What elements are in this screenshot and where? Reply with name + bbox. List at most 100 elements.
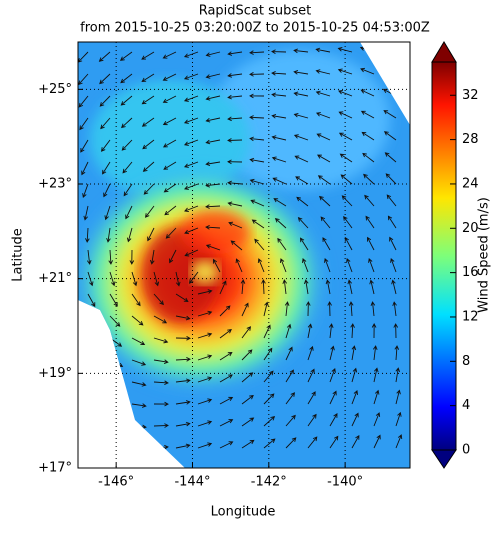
wind-arrow [108, 249, 114, 265]
wind-arrow [141, 51, 155, 60]
wind-arrow [205, 117, 221, 123]
wind-arrow [249, 93, 265, 99]
chart-subtitle: from 2015-10-25 03:20:00Z to 2015-10-25 … [80, 21, 430, 36]
wind-arrow [153, 337, 169, 344]
wind-arrow [263, 301, 269, 317]
wind-arrow [370, 301, 376, 317]
wind-arrow [365, 215, 375, 229]
wind-arrow [99, 95, 111, 107]
wind-arrow [240, 279, 246, 295]
wind-arrow [145, 205, 155, 218]
wind-arrow [162, 139, 177, 148]
wind-arrow [142, 161, 155, 172]
wind-arrow [227, 51, 243, 56]
wind-arrow [162, 95, 177, 103]
wind-arrow [383, 110, 397, 119]
wind-arrow [183, 117, 199, 124]
wind-arrow [120, 73, 133, 84]
wind-arrow [271, 113, 287, 119]
wind-arrow [360, 89, 375, 97]
wind-arrow [102, 161, 111, 175]
wind-arrow [295, 176, 309, 185]
wind-arrow [315, 112, 331, 119]
colorbar-extend [431, 41, 457, 63]
wind-arrow [363, 173, 375, 185]
wind-arrow [373, 434, 381, 449]
wind-arrow [143, 183, 155, 195]
wind-arrow [293, 48, 309, 54]
wind-arrow [341, 195, 353, 207]
y-tick-label: +21° [38, 271, 72, 286]
wind-arrow [302, 258, 309, 273]
wind-arrow [386, 194, 397, 207]
wind-arrow [385, 173, 397, 185]
wind-arrow [197, 354, 213, 361]
wind-arrow [307, 345, 314, 361]
wind-arrow [249, 50, 265, 55]
wind-arrow [389, 236, 397, 251]
wind-arrow [109, 293, 118, 307]
wind-arrow [99, 73, 111, 85]
wind-arrow [338, 111, 353, 119]
wind-arrow [183, 161, 199, 168]
x-tick-label: -146° [98, 475, 134, 490]
wind-arrow [149, 249, 155, 265]
wind-arrow [141, 117, 155, 127]
wind-arrow [175, 443, 191, 449]
wind-arrow [305, 301, 311, 317]
wind-arrow [123, 183, 133, 197]
wind-arrow [175, 400, 191, 405]
wind-arrow [109, 271, 116, 287]
wind-arrow [329, 435, 339, 449]
wind-arrow [368, 257, 375, 273]
wind-arrow [344, 236, 353, 251]
wind-arrow [271, 156, 287, 163]
wind-arrow [219, 396, 234, 405]
wind-arrow [393, 323, 399, 339]
wind-arrow [153, 359, 169, 364]
wind-arrow [315, 47, 331, 53]
wind-arrow [162, 73, 177, 81]
wind-arrow [271, 49, 287, 54]
wind-arrow [263, 438, 276, 449]
y-tick-label: +19° [38, 366, 72, 381]
wind-arrow [205, 161, 221, 167]
wind-arrow [205, 204, 221, 209]
wind-arrow [346, 258, 353, 273]
chart-title: RapidScat subset [199, 4, 312, 19]
wind-arrow [153, 444, 169, 450]
wind-arrow [273, 198, 287, 207]
wind-arrow [317, 175, 331, 185]
colorbar [432, 62, 456, 450]
wind-arrow [87, 425, 103, 432]
wind-arrow [205, 244, 221, 251]
wind-arrow [277, 237, 287, 251]
wind-arrow [164, 205, 177, 216]
wind-arrow [320, 216, 331, 229]
wind-arrow [87, 381, 102, 389]
wind-arrow [183, 73, 199, 80]
wind-arrow [315, 69, 331, 75]
wind-arrow [329, 367, 336, 383]
wind-arrow [163, 161, 177, 170]
wind-arrow [129, 249, 135, 265]
wind-arrow [369, 279, 375, 295]
wind-arrow [373, 389, 380, 405]
wind-arrow [80, 139, 89, 153]
wind-arrow [395, 434, 403, 449]
wind-arrow [120, 95, 133, 106]
wind-arrow [297, 217, 309, 229]
wind-arrow [82, 183, 89, 199]
wind-arrow [249, 115, 265, 120]
wind-arrow [121, 117, 133, 129]
wind-arrow [235, 258, 243, 273]
wind-arrow [257, 258, 265, 273]
wind-arrow [227, 201, 243, 207]
wind-arrow [382, 67, 397, 75]
colorbar-extend [431, 449, 457, 469]
y-tick-label: +17° [38, 461, 72, 476]
wind-arrow [372, 345, 378, 361]
wind-arrow [293, 70, 309, 75]
wind-arrow [307, 413, 317, 427]
wind-arrow [79, 117, 89, 131]
